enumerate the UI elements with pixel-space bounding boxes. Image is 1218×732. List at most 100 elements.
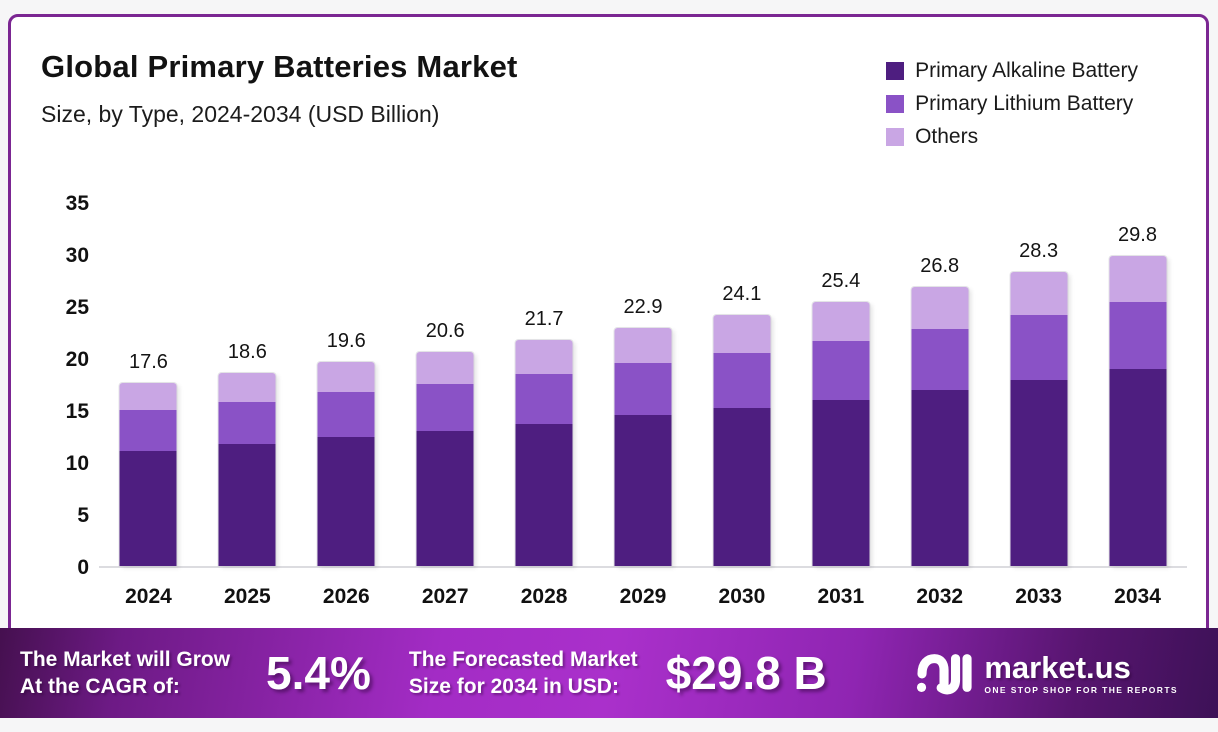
y-tick-10: 10	[65, 452, 89, 475]
bar-segment-2034-primary-lithium-battery	[1109, 301, 1167, 370]
bar-segment-2027-primary-alkaline-battery	[416, 430, 474, 566]
bar-segment-2024-primary-lithium-battery	[119, 410, 177, 451]
bar-segment-2033-primary-alkaline-battery	[1010, 379, 1068, 566]
bar-column-2030: 24.1	[692, 204, 791, 566]
bar-column-2034: 29.8	[1088, 204, 1187, 566]
cagr-value: 5.4%	[266, 647, 371, 699]
bar-segment-2032-others	[911, 287, 969, 329]
forecast-value: $29.8 B	[665, 647, 827, 699]
x-tick-2031: 2031	[817, 585, 865, 608]
bar-segment-2025-others	[218, 372, 276, 402]
y-tick-35: 35	[65, 192, 89, 215]
bar-column-2025: 18.6	[198, 204, 297, 566]
legend-item-0: Primary Alkaline Battery	[886, 59, 1138, 83]
x-tick-2034: 2034	[1114, 585, 1161, 608]
y-tick-0: 0	[77, 556, 89, 579]
bar-total-label-2030: 24.1	[722, 283, 762, 306]
legend-swatch-icon	[886, 62, 905, 80]
bar-segment-2026-primary-alkaline-battery	[317, 437, 375, 566]
bar-segment-2028-primary-lithium-battery	[515, 373, 573, 424]
bar-2028	[515, 340, 573, 566]
bar-2034	[1109, 256, 1167, 566]
bar-segment-2033-primary-lithium-battery	[1010, 315, 1068, 380]
bar-segment-2026-primary-lithium-battery	[317, 392, 375, 438]
brand-name: market.us	[984, 649, 1131, 685]
bar-2031	[812, 301, 870, 566]
bar-segment-2031-others	[812, 301, 870, 342]
bar-segment-2030-primary-lithium-battery	[713, 352, 771, 408]
x-tick-2024: 2024	[125, 585, 172, 608]
bar-segment-2027-others	[416, 351, 474, 385]
bar-segment-2024-primary-alkaline-battery	[119, 450, 177, 566]
bar-segment-2028-primary-alkaline-battery	[515, 423, 573, 566]
legend: Primary Alkaline Battery Primary Lithium …	[886, 59, 1138, 149]
plot-area: 17.6 18.6 19.6 20.6 21.7 22.9 24.1 25.4 26.8 28.3…	[99, 204, 1187, 568]
bar-total-label-2028: 21.7	[524, 308, 564, 331]
bar-segment-2034-others	[1109, 256, 1167, 302]
y-tick-5: 5	[77, 504, 89, 527]
bar-segment-2030-primary-alkaline-battery	[713, 407, 771, 566]
y-axis: 0 5 10 15 20 25 30 35	[37, 190, 89, 579]
bar-2029	[614, 327, 672, 566]
legend-item-1: Primary Lithium Battery	[886, 92, 1138, 116]
bar-segment-2030-others	[713, 315, 771, 353]
bar-total-label-2034: 29.8	[1118, 224, 1157, 247]
legend-swatch-icon	[886, 128, 905, 146]
bar-segment-2033-others	[1010, 271, 1068, 316]
x-tick-2028: 2028	[520, 585, 568, 608]
bar-total-label-2033: 28.3	[1019, 239, 1059, 262]
forecast-label-line1: The Forecasted Market	[408, 648, 638, 671]
bar-total-label-2024: 17.6	[128, 350, 168, 373]
x-tick-2029: 2029	[619, 585, 667, 608]
y-tick-25: 25	[65, 296, 89, 319]
bar-column-2027: 20.6	[396, 204, 495, 566]
bar-2024	[119, 382, 177, 566]
bar-segment-2027-primary-lithium-battery	[416, 384, 474, 431]
bar-2026	[317, 362, 375, 566]
x-tick-2030: 2030	[718, 585, 766, 608]
bar-column-2029: 22.9	[594, 204, 693, 566]
bar-segment-2034-primary-alkaline-battery	[1109, 369, 1167, 566]
page-subtitle: Size, by Type, 2024-2034 (USD Billion)	[41, 101, 440, 127]
bar-2033	[1010, 271, 1068, 566]
bar-column-2024: 17.6	[99, 204, 198, 566]
bar-segment-2029-primary-lithium-battery	[614, 363, 672, 416]
bar-total-label-2029: 22.9	[623, 295, 663, 318]
legend-swatch-icon	[886, 95, 905, 113]
bar-2032	[911, 287, 969, 566]
legend-label: Primary Alkaline Battery	[915, 59, 1138, 82]
bar-column-2033: 28.3	[989, 204, 1088, 566]
x-tick-2032: 2032	[916, 585, 964, 608]
bar-column-2032: 26.8	[890, 204, 989, 566]
legend-item-2: Others	[886, 125, 1138, 149]
bar-column-2031: 25.4	[791, 204, 890, 566]
bar-total-label-2026: 19.6	[326, 330, 366, 353]
brand-tagline: ONE STOP SHOP FOR THE REPORTS	[984, 684, 1178, 695]
y-tick-20: 20	[65, 348, 89, 371]
legend-label: Others	[915, 125, 979, 148]
bar-segment-2031-primary-alkaline-battery	[812, 399, 870, 566]
y-tick-15: 15	[65, 400, 89, 423]
bar-segment-2032-primary-alkaline-battery	[911, 390, 969, 566]
page-title: Global Primary Batteries Market	[41, 49, 518, 84]
x-axis: 2024 2025 2026 2027 2028 2029 2030 2031 2032 2033…	[99, 585, 1187, 609]
bar-segment-2025-primary-lithium-battery	[218, 401, 276, 445]
bar-total-label-2032: 26.8	[920, 255, 960, 278]
chart-card: Global Primary Batteries Market Size, by…	[8, 14, 1209, 646]
brand-logo: market.us ONE STOP SHOP FOR THE REPORTS	[916, 650, 1178, 696]
brand-text: market.us ONE STOP SHOP FOR THE REPORTS	[984, 652, 1178, 695]
bar-segment-2029-primary-alkaline-battery	[614, 415, 672, 566]
legend-label: Primary Lithium Battery	[915, 92, 1134, 115]
bar-segment-2031-primary-lithium-battery	[812, 341, 870, 400]
bar-2027	[416, 351, 474, 566]
y-tick-30: 30	[65, 244, 89, 267]
forecast-label: The Forecasted Market Size for 2034 in U…	[409, 646, 638, 700]
cagr-label-line1: The Market will Grow	[20, 648, 231, 671]
x-tick-2025: 2025	[224, 585, 271, 608]
bar-segment-2028-others	[515, 340, 573, 374]
forecast-label-line2: Size for 2034 in USD:	[408, 675, 619, 698]
bar-column-2028: 21.7	[495, 204, 594, 566]
x-tick-2027: 2027	[421, 585, 469, 608]
bar-segment-2024-others	[119, 382, 177, 411]
bar-segment-2025-primary-alkaline-battery	[218, 444, 276, 566]
